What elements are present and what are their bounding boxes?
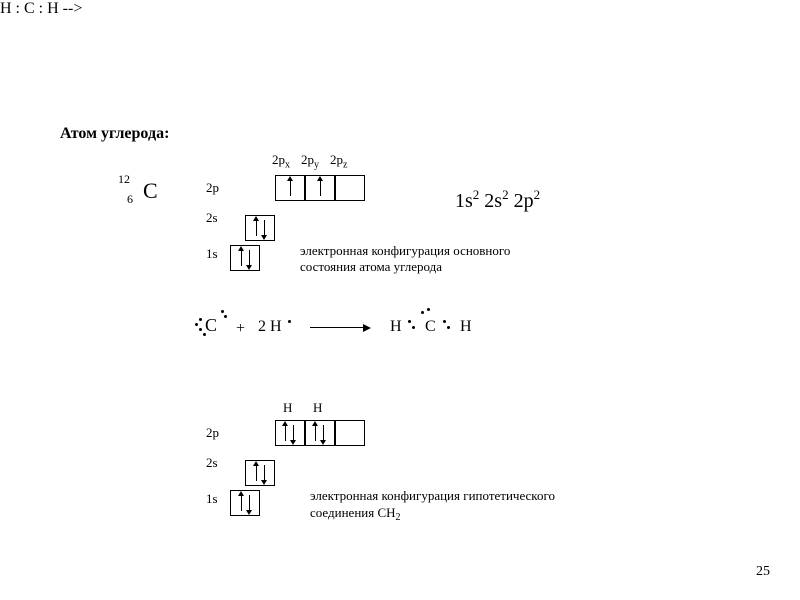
reaction-H1: H	[390, 318, 402, 336]
electron-dot-icon	[288, 320, 291, 323]
arrow-icon	[256, 465, 257, 481]
arrow-icon	[256, 220, 257, 236]
label-1s: 1s	[206, 246, 218, 262]
electron-dot-icon	[421, 311, 424, 314]
arrow-icon	[264, 220, 265, 236]
reaction-H2: H	[460, 318, 472, 336]
electron-dot-icon	[443, 320, 446, 323]
arrow-icon	[320, 180, 321, 196]
orbital-2s-d2	[245, 460, 275, 486]
arrow-icon	[323, 425, 324, 441]
electron-dot-icon	[199, 328, 202, 331]
orbital-1s-d2	[230, 490, 260, 516]
orbital-1s-d1	[230, 245, 260, 271]
orbital-2pz-d2	[335, 420, 365, 446]
orbital-2s-d1	[245, 215, 275, 241]
arrow-icon	[285, 425, 286, 441]
arrow-icon	[241, 495, 242, 511]
label-2px: 2px	[272, 152, 290, 171]
arrow-icon	[290, 180, 291, 196]
reaction-arrow-icon	[310, 327, 365, 328]
electron-dot-icon	[203, 333, 206, 336]
orbital-2pz-d1	[335, 175, 365, 201]
mass-number: 12	[118, 172, 130, 187]
hh-label-2: H	[313, 400, 322, 416]
electron-dot-icon	[224, 315, 227, 318]
caption-hypothetical-1: электронная конфигурация гипотетического	[310, 488, 555, 504]
electron-dot-icon	[221, 310, 224, 313]
arrow-icon	[293, 425, 294, 441]
arrow-icon	[249, 495, 250, 511]
page-title: Атом углерода:	[60, 125, 169, 143]
electron-dot-icon	[408, 320, 411, 323]
reaction-C-left: C	[205, 315, 217, 336]
label-1s-d2: 1s	[206, 491, 218, 507]
carbon-symbol: C	[143, 178, 158, 204]
label-2s: 2s	[206, 210, 218, 226]
reaction-2H: 2 H	[258, 318, 282, 336]
page-number: 25	[756, 564, 770, 580]
electron-dot-icon	[427, 308, 430, 311]
electron-dot-icon	[195, 323, 198, 326]
arrow-icon	[264, 465, 265, 481]
electron-dot-icon	[412, 326, 415, 329]
label-2s-d2: 2s	[206, 455, 218, 471]
label-2py: 2py	[301, 152, 319, 171]
caption-ground-state: электронная конфигурация основного состо…	[300, 243, 560, 276]
reaction-C-right: C	[425, 318, 436, 336]
arrow-icon	[249, 250, 250, 266]
atomic-number: 6	[127, 192, 133, 207]
label-2p: 2p	[206, 180, 219, 196]
hh-label-1: H	[283, 400, 292, 416]
reaction-plus: +	[236, 320, 245, 338]
label-2p-d2: 2p	[206, 425, 219, 441]
electron-config: 1s2 2s2 2p2	[455, 190, 540, 213]
electron-dot-icon	[199, 318, 202, 321]
caption-hypothetical-2: соединения CH2	[310, 505, 401, 522]
electron-dot-icon	[447, 326, 450, 329]
arrow-icon	[241, 250, 242, 266]
label-2pz: 2pz	[330, 152, 347, 171]
arrow-icon	[315, 425, 316, 441]
